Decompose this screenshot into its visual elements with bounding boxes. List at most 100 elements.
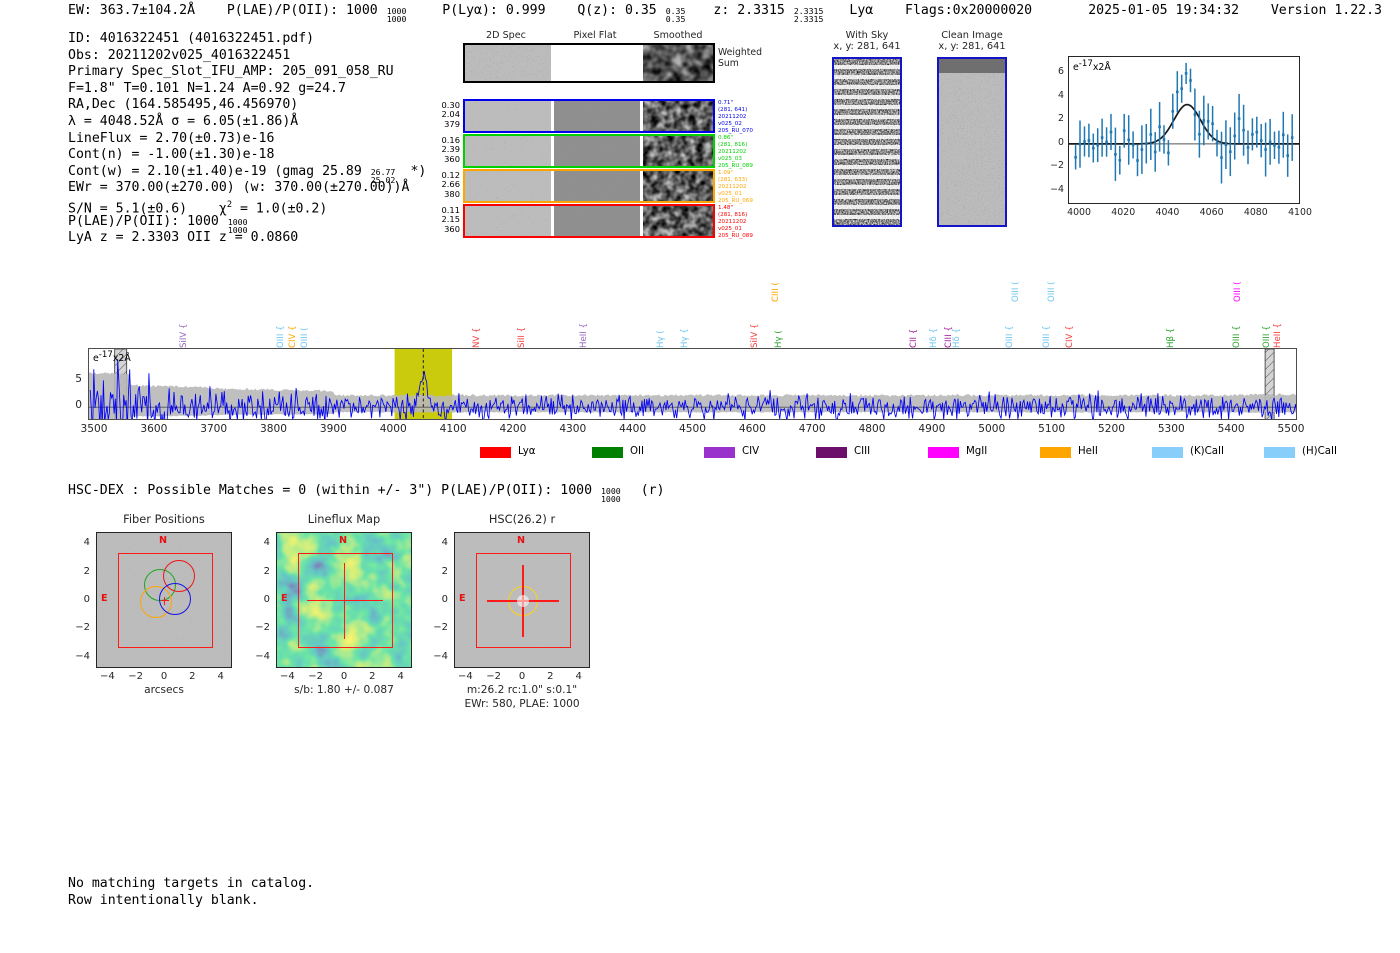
line-fit-ytick: 6 — [1058, 66, 1064, 78]
cutout-ytick: 4 — [263, 537, 270, 549]
fiber-amp: 205_RU_070 — [718, 128, 753, 134]
plae-label: P(LAE)/P(OII): — [226, 3, 339, 18]
weighted-sum-label: Weighted Sum — [718, 47, 762, 69]
weighted-sum-pixelflat-image — [554, 45, 640, 81]
cutout-ytick: −4 — [255, 650, 270, 662]
lineflux-map-title: Lineflux Map — [307, 512, 381, 526]
cutout-xtick: −2 — [308, 671, 324, 682]
full-spectrum-xtick: 3700 — [200, 423, 228, 435]
full-spectrum-xticks: 3500 3600 3700 3800 3900 4000 4100 4200 4300 4400… — [0, 423, 1400, 439]
info-lineflux: LineFlux = 2.70(±0.73)e-16 — [68, 130, 275, 146]
legend-swatch — [928, 447, 959, 458]
legend-swatch — [592, 447, 623, 458]
cutout-xtick: −4 — [99, 671, 115, 682]
emission-line-label: OIII { — [1262, 325, 1273, 348]
col-title-smoothed: Smoothed — [653, 30, 703, 41]
z-line-name: Lyα — [849, 3, 874, 18]
full-spectrum-xtick: 4700 — [798, 423, 826, 435]
info-snr: S/N = 5.1(±0.6) — [68, 201, 188, 217]
emission-line-label: CII { — [908, 328, 919, 348]
panel-hsc-r: HSC(26.2) r N E 4 2 0 — [418, 512, 626, 722]
with-sky-title: With Sky — [845, 30, 889, 41]
fiber-shot: v025_02 — [718, 121, 742, 127]
fiber-stats-4: 0.11 2.15 360 — [430, 205, 460, 234]
info-plae-poii: P(LAE)/P(OII): 1000 1000 1000 — [68, 213, 248, 235]
emission-line-label: OIII { — [1041, 325, 1052, 348]
line-fit-ytick: 2 — [1058, 113, 1064, 125]
fiber-2dspec-image — [465, 171, 551, 201]
emission-line-label: Hδ { — [952, 328, 963, 348]
cutout-ytick: −4 — [75, 650, 90, 662]
hsc-r-sublabel-2: EWr: 580, PLAE: 1000 — [464, 698, 580, 710]
fiber-smoothed-image — [643, 101, 713, 131]
full-spectrum-unit-label: e-17x2Å — [93, 350, 131, 365]
cutout-xtick: 0 — [518, 671, 526, 682]
cutout-ytick: 4 — [83, 537, 90, 549]
legend-swatch — [480, 447, 511, 458]
full-spectrum-xtick: 4900 — [918, 423, 946, 435]
legend-label: CIV — [742, 446, 760, 457]
cutout-ytick: 2 — [83, 565, 90, 577]
center-crosshair-v — [344, 563, 346, 639]
emission-line-label: Hγ ( — [656, 330, 667, 348]
legend-label: Lyα — [518, 446, 536, 457]
hscdex-filter: (r) — [640, 483, 665, 498]
emission-line-label: HeII { — [578, 322, 589, 348]
fiber-2dspec-image — [465, 206, 551, 236]
fiber-date: 20211202 — [718, 114, 747, 120]
plya-label: P(Lyα): — [442, 3, 498, 18]
cutout-xtick: 2 — [369, 671, 376, 682]
info-continuum-narrow: Cont(n) = -1.00(±1.30)e-18 — [68, 147, 275, 163]
line-fit-ytick: 4 — [1058, 89, 1064, 101]
fiber-dist: 1.09" — [718, 170, 734, 176]
info-seeing-throughput: F=1.8" T=0.101 N=1.24 A=0.92 g=24.7 — [68, 80, 346, 96]
cutout-xtick: −2 — [486, 671, 502, 682]
full-spectrum-xtick: 4800 — [858, 423, 886, 435]
plya-value: 0.999 — [505, 3, 546, 18]
line-fit-ytick: 0 — [1058, 136, 1064, 148]
info-redshifts: LyA z = 2.3303 OII z = 0.0860 — [68, 230, 299, 246]
fiber-2dspec-image — [465, 136, 551, 166]
flags-value: Flags:0x20000020 — [905, 3, 1033, 18]
fiber-date: 20211202 — [718, 149, 747, 155]
fiber-stats-3: 0.12 2.66 380 — [430, 170, 460, 199]
ew-value: 363.7±104.2Å — [99, 3, 196, 18]
line-fit-xtick: 4100 — [1288, 207, 1312, 218]
emission-line-label: CIV { — [287, 325, 298, 348]
fiber-cutout-images-group: With Sky x, y: 281, 641 — [812, 30, 1027, 260]
plae-value: 1000 — [345, 3, 378, 18]
blank-row-message: Row intentionally blank. — [68, 892, 259, 908]
fiber-panel-4 — [463, 204, 715, 238]
line-fit-xtick: 4080 — [1243, 207, 1268, 218]
clean-image-subtitle: x, y: 281, 641 — [938, 41, 1006, 53]
info-primary-spec: Primary Spec_Slot_IFU_AMP: 205_091_058_R… — [68, 64, 394, 80]
hsc-r-title: HSC(26.2) r — [488, 512, 556, 526]
fiber-circle-blue — [159, 583, 191, 615]
fiber-shot: v025_01 — [718, 191, 742, 197]
cutout-xtick: 0 — [160, 671, 168, 682]
emission-line-label: OIII ( — [1046, 281, 1057, 302]
fiber-smoothed-image — [643, 206, 713, 236]
weighted-sum-panel — [463, 43, 715, 83]
line-fit-xtick: 4040 — [1155, 207, 1180, 218]
fiber-snr: 2.39 — [441, 144, 460, 155]
with-sky-subtitle: x, y: 281, 641 — [833, 41, 901, 53]
fiber-row: 360 — [444, 223, 460, 234]
fiber-xy: (281, 633) — [718, 177, 748, 183]
report-timestamp: 2025-01-05 19:34:32 — [1088, 3, 1240, 18]
fiber-stats-1: 0.30 2.04 379 — [430, 100, 460, 129]
header-summary-line: EW: 363.7±104.2Å P(LAE)/P(OII): 1000 100… — [68, 3, 1033, 24]
fiber-snr: 2.15 — [441, 214, 460, 225]
emission-line-label: CIV { — [1064, 325, 1075, 348]
east-marker: E — [281, 593, 288, 604]
info-id: ID: 4016322451 (4016322451.pdf) — [68, 31, 315, 46]
chi2-value: = 1.0(±0.2) — [232, 201, 328, 217]
z-label: z: — [713, 3, 730, 18]
line-fit-ytick: −4 — [1050, 183, 1064, 195]
lineflux-map-image: N E — [276, 532, 412, 668]
qz-value: 0.35 — [624, 3, 657, 18]
header-meta: 2025-01-05 19:34:32 Version 1.22.3 — [1088, 3, 1382, 18]
clean-image-title: Clean Image — [941, 30, 1003, 41]
report-version: Version 1.22.3 — [1270, 3, 1382, 18]
